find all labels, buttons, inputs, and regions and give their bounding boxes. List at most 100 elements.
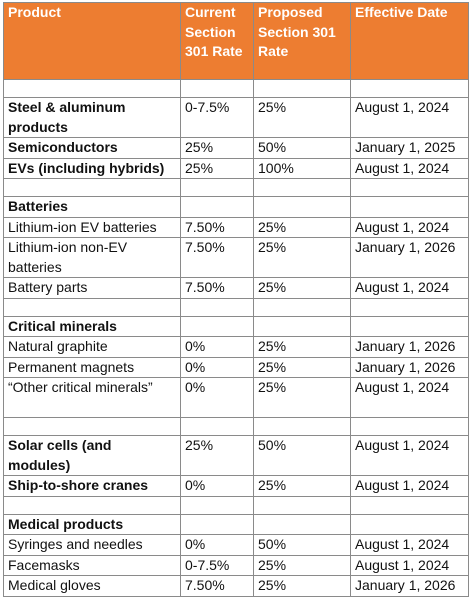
empty-cell xyxy=(350,315,469,337)
proposed-rate-cell: 25% xyxy=(253,475,351,497)
spacer-row xyxy=(3,178,469,197)
spacer-row xyxy=(3,79,469,98)
product-cell: “Other critical minerals” xyxy=(3,377,181,418)
current-rate-cell: 0% xyxy=(180,377,254,418)
empty-cell xyxy=(180,297,254,317)
empty-cell xyxy=(253,79,351,98)
product-cell: Lithium-ion non-EV batteries xyxy=(3,237,181,278)
empty-cell xyxy=(180,417,254,436)
table-header: Product Current Section 301 Rate Propose… xyxy=(3,2,469,80)
section-row: Batteries xyxy=(3,196,469,218)
proposed-rate-cell: 25% xyxy=(253,377,351,418)
product-cell: Syringes and needles xyxy=(3,534,181,556)
effective-date-cell: August 1, 2024 xyxy=(350,277,469,299)
spacer-row xyxy=(3,495,469,515)
tariff-table-page: Product Current Section 301 Rate Propose… xyxy=(3,2,469,597)
empty-cell xyxy=(180,79,254,98)
effective-date-cell: January 1, 2026 xyxy=(350,237,469,278)
current-rate-cell: 0% xyxy=(180,475,254,497)
empty-cell xyxy=(180,196,254,218)
current-rate-cell: 25% xyxy=(180,157,254,179)
proposed-rate-cell: 50% xyxy=(253,435,351,476)
product-cell: Semiconductors xyxy=(3,137,181,159)
effective-date-cell: August 1, 2024 xyxy=(350,216,469,238)
empty-cell xyxy=(350,495,469,515)
product-cell: Solar cells (and modules) xyxy=(3,435,181,476)
table-row: Natural graphite 0% 25% January 1, 2026 xyxy=(3,336,469,358)
section-title: Critical minerals xyxy=(3,315,181,337)
current-rate-cell: 25% xyxy=(180,435,254,476)
empty-cell xyxy=(253,315,351,337)
empty-cell xyxy=(180,495,254,515)
table-row: Steel & aluminum products 0-7.5% 25% August… xyxy=(3,97,469,138)
product-cell: Battery parts xyxy=(3,277,181,299)
empty-cell xyxy=(253,178,351,197)
table-row: EVs (including hybrids) 25% 100% August 1, … xyxy=(3,157,469,179)
empty-cell xyxy=(3,417,181,436)
section-title: Medical products xyxy=(3,513,181,535)
table-row: Facemasks 0-7.5% 25% August 1, 2024 xyxy=(3,554,469,576)
effective-date-cell: August 1, 2024 xyxy=(350,157,469,179)
section-title: Batteries xyxy=(3,196,181,218)
section-row: Medical products xyxy=(3,513,469,535)
empty-cell xyxy=(180,315,254,337)
proposed-rate-cell: 100% xyxy=(253,157,351,179)
current-rate-cell: 25% xyxy=(180,137,254,159)
current-rate-cell: 7.50% xyxy=(180,237,254,278)
effective-date-cell: August 1, 2024 xyxy=(350,97,469,138)
header-proposed-rate: Proposed Section 301 Rate xyxy=(253,2,351,80)
product-cell: Medical gloves xyxy=(3,575,181,597)
proposed-rate-cell: 25% xyxy=(253,97,351,138)
product-cell: Steel & aluminum products xyxy=(3,97,181,138)
section-row: Critical minerals xyxy=(3,315,469,337)
effective-date-cell: January 1, 2026 xyxy=(350,575,469,597)
header-effective-date: Effective Date xyxy=(350,2,469,80)
table-row: Solar cells (and modules) 25% 50% August 1,… xyxy=(3,435,469,476)
empty-cell xyxy=(253,495,351,515)
empty-cell xyxy=(253,297,351,317)
table-row: Lithium-ion non-EV batteries 7.50% 25% Janu… xyxy=(3,237,469,278)
empty-cell xyxy=(180,513,254,535)
empty-cell xyxy=(253,513,351,535)
proposed-rate-cell: 25% xyxy=(253,237,351,278)
proposed-rate-cell: 25% xyxy=(253,356,351,378)
effective-date-cell: August 1, 2024 xyxy=(350,475,469,497)
current-rate-cell: 7.50% xyxy=(180,277,254,299)
effective-date-cell: August 1, 2024 xyxy=(350,534,469,556)
proposed-rate-cell: 25% xyxy=(253,336,351,358)
proposed-rate-cell: 25% xyxy=(253,277,351,299)
empty-cell xyxy=(350,297,469,317)
table-row: Lithium-ion EV batteries 7.50% 25% August 1… xyxy=(3,216,469,238)
table-row: Syringes and needles 0% 50% August 1, 2024 xyxy=(3,534,469,556)
current-rate-cell: 0-7.5% xyxy=(180,554,254,576)
current-rate-cell: 7.50% xyxy=(180,575,254,597)
current-rate-cell: 0% xyxy=(180,336,254,358)
empty-cell xyxy=(350,79,469,98)
header-row: Product Current Section 301 Rate Propose… xyxy=(3,2,469,80)
empty-cell xyxy=(253,196,351,218)
product-cell: EVs (including hybrids) xyxy=(3,157,181,179)
empty-cell xyxy=(3,297,181,317)
empty-cell xyxy=(3,178,181,197)
table-row: “Other critical minerals” 0% 25% August 1, … xyxy=(3,377,469,418)
effective-date-cell: August 1, 2024 xyxy=(350,554,469,576)
current-rate-cell: 0-7.5% xyxy=(180,97,254,138)
table-body: Steel & aluminum products 0-7.5% 25% August… xyxy=(3,79,469,597)
empty-cell xyxy=(180,178,254,197)
empty-cell xyxy=(350,417,469,436)
product-cell: Ship-to-shore cranes xyxy=(3,475,181,497)
spacer-row xyxy=(3,417,469,436)
table-row: Medical gloves 7.50% 25% January 1, 2026 xyxy=(3,575,469,597)
empty-cell xyxy=(3,495,181,515)
current-rate-cell: 7.50% xyxy=(180,216,254,238)
product-cell: Natural graphite xyxy=(3,336,181,358)
product-cell: Lithium-ion EV batteries xyxy=(3,216,181,238)
product-cell: Facemasks xyxy=(3,554,181,576)
proposed-rate-cell: 25% xyxy=(253,554,351,576)
empty-cell xyxy=(350,196,469,218)
effective-date-cell: January 1, 2026 xyxy=(350,356,469,378)
effective-date-cell: August 1, 2024 xyxy=(350,377,469,418)
proposed-rate-cell: 50% xyxy=(253,534,351,556)
proposed-rate-cell: 25% xyxy=(253,575,351,597)
table-row: Permanent magnets 0% 25% January 1, 2026 xyxy=(3,356,469,378)
